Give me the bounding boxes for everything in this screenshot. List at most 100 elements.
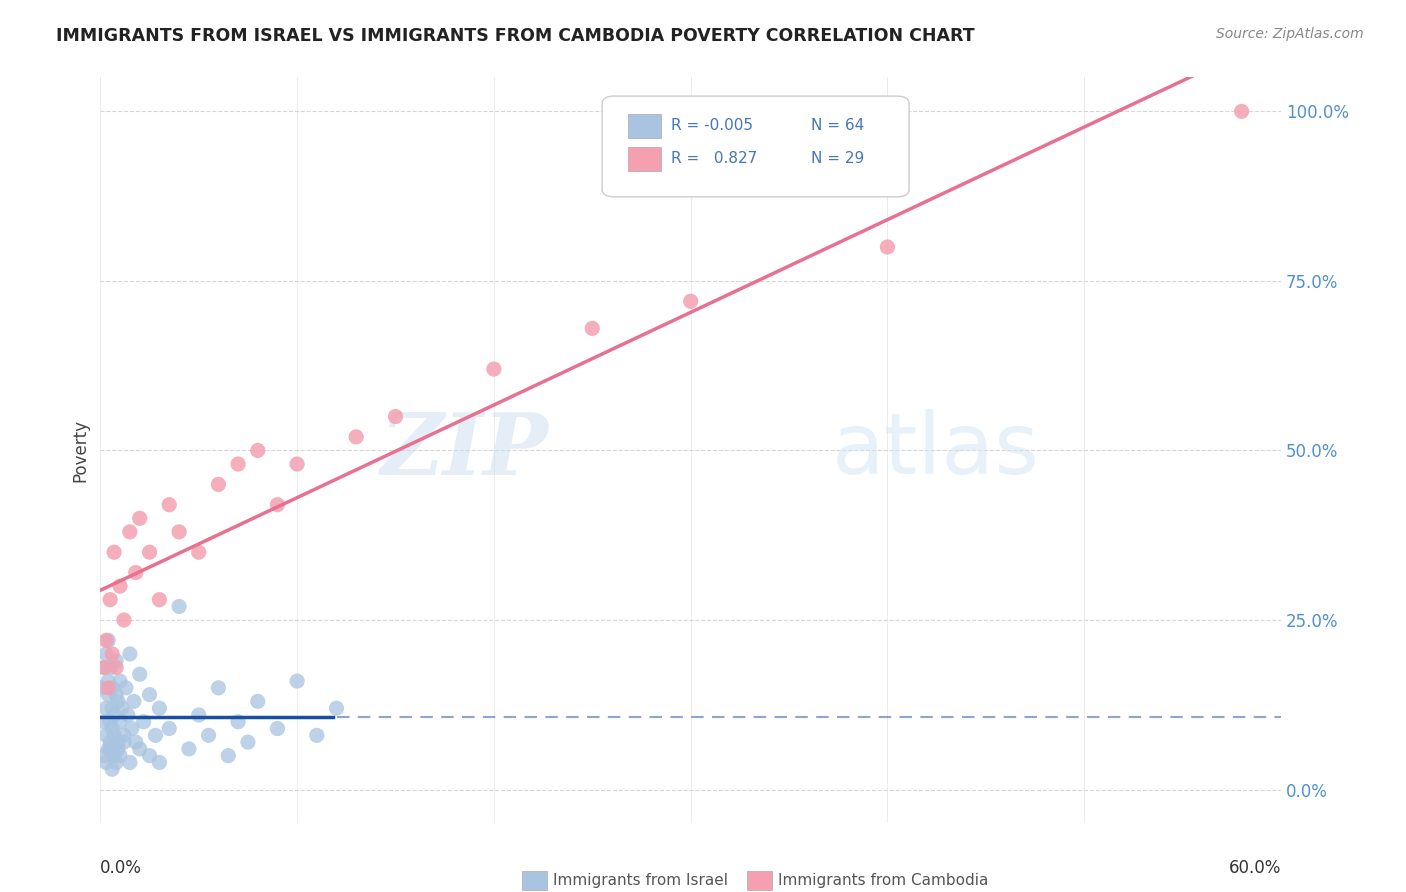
Point (482, 362, 505, 376)
Point (96, 728, 118, 742)
Point (96, 633, 118, 648)
Point (108, 674, 131, 689)
Point (128, 511, 150, 525)
Point (101, 647, 124, 661)
Point (305, 728, 328, 742)
Point (246, 443, 269, 458)
Point (128, 742, 150, 756)
Point (105, 688, 128, 702)
Text: atlas: atlas (832, 409, 1040, 492)
Text: R = -0.005: R = -0.005 (671, 119, 752, 134)
Point (217, 748, 239, 763)
Point (266, 498, 288, 512)
Point (101, 681, 124, 695)
Point (125, 566, 148, 580)
Point (167, 599, 190, 614)
Point (97, 633, 120, 648)
Text: Immigrants from Cambodia: Immigrants from Cambodia (778, 873, 988, 888)
Point (103, 545, 125, 559)
Point (679, 294, 702, 309)
Point (107, 694, 129, 708)
Text: ZIP: ZIP (381, 409, 548, 492)
Text: Immigrants from Israel: Immigrants from Israel (553, 873, 728, 888)
Point (876, 240, 898, 254)
Text: R =   0.827: R = 0.827 (671, 152, 756, 166)
Point (1230, 104, 1253, 119)
Point (97, 742, 120, 756)
Point (207, 477, 229, 491)
Point (246, 694, 269, 708)
Point (581, 321, 603, 335)
Point (187, 545, 209, 559)
Point (103, 748, 125, 763)
Point (98, 660, 121, 674)
Point (118, 756, 141, 770)
Point (105, 756, 128, 770)
Point (107, 735, 129, 749)
Point (91, 681, 114, 695)
Point (148, 592, 170, 607)
Point (148, 701, 170, 715)
Point (97, 674, 120, 689)
Point (111, 701, 134, 715)
Text: Source: ZipAtlas.com: Source: ZipAtlas.com (1216, 27, 1364, 41)
Text: 0.0%: 0.0% (100, 859, 142, 877)
Point (98, 714, 121, 729)
Point (132, 714, 155, 729)
Point (125, 735, 148, 749)
Point (207, 681, 229, 695)
Point (101, 701, 124, 715)
Point (138, 748, 160, 763)
Point (98, 735, 121, 749)
Point (121, 722, 143, 736)
Point (112, 613, 135, 627)
FancyBboxPatch shape (602, 96, 910, 197)
Text: 60.0%: 60.0% (1229, 859, 1281, 877)
Point (157, 722, 180, 736)
Point (266, 722, 288, 736)
Y-axis label: Poverty: Poverty (72, 419, 89, 482)
Point (118, 647, 141, 661)
Point (226, 457, 249, 471)
Point (115, 681, 138, 695)
Point (226, 714, 249, 729)
Point (98, 592, 121, 607)
Point (112, 735, 135, 749)
Text: IMMIGRANTS FROM ISRAEL VS IMMIGRANTS FROM CAMBODIA POVERTY CORRELATION CHART: IMMIGRANTS FROM ISRAEL VS IMMIGRANTS FRO… (56, 27, 974, 45)
Point (285, 457, 308, 471)
FancyBboxPatch shape (628, 114, 661, 138)
Point (122, 694, 145, 708)
Point (285, 674, 308, 689)
Point (177, 742, 200, 756)
Point (108, 579, 131, 593)
Point (97, 688, 120, 702)
Point (101, 762, 124, 776)
Point (108, 714, 131, 729)
Point (384, 409, 406, 424)
Point (138, 688, 160, 702)
Point (96, 701, 118, 715)
Point (97, 681, 120, 695)
Point (187, 708, 209, 723)
Point (98, 742, 121, 756)
FancyBboxPatch shape (628, 147, 661, 170)
Point (105, 660, 128, 674)
Point (138, 545, 160, 559)
Point (107, 742, 129, 756)
Point (93, 660, 115, 674)
Point (93, 714, 115, 729)
Point (103, 708, 125, 723)
Point (112, 728, 135, 742)
Point (117, 708, 139, 723)
Point (105, 654, 128, 668)
Point (236, 735, 259, 749)
Point (101, 722, 124, 736)
Point (167, 524, 190, 539)
Point (344, 430, 367, 444)
Point (145, 728, 167, 742)
Point (96, 647, 118, 661)
Point (157, 498, 180, 512)
Point (93, 660, 115, 674)
Point (197, 728, 219, 742)
Point (325, 701, 347, 715)
